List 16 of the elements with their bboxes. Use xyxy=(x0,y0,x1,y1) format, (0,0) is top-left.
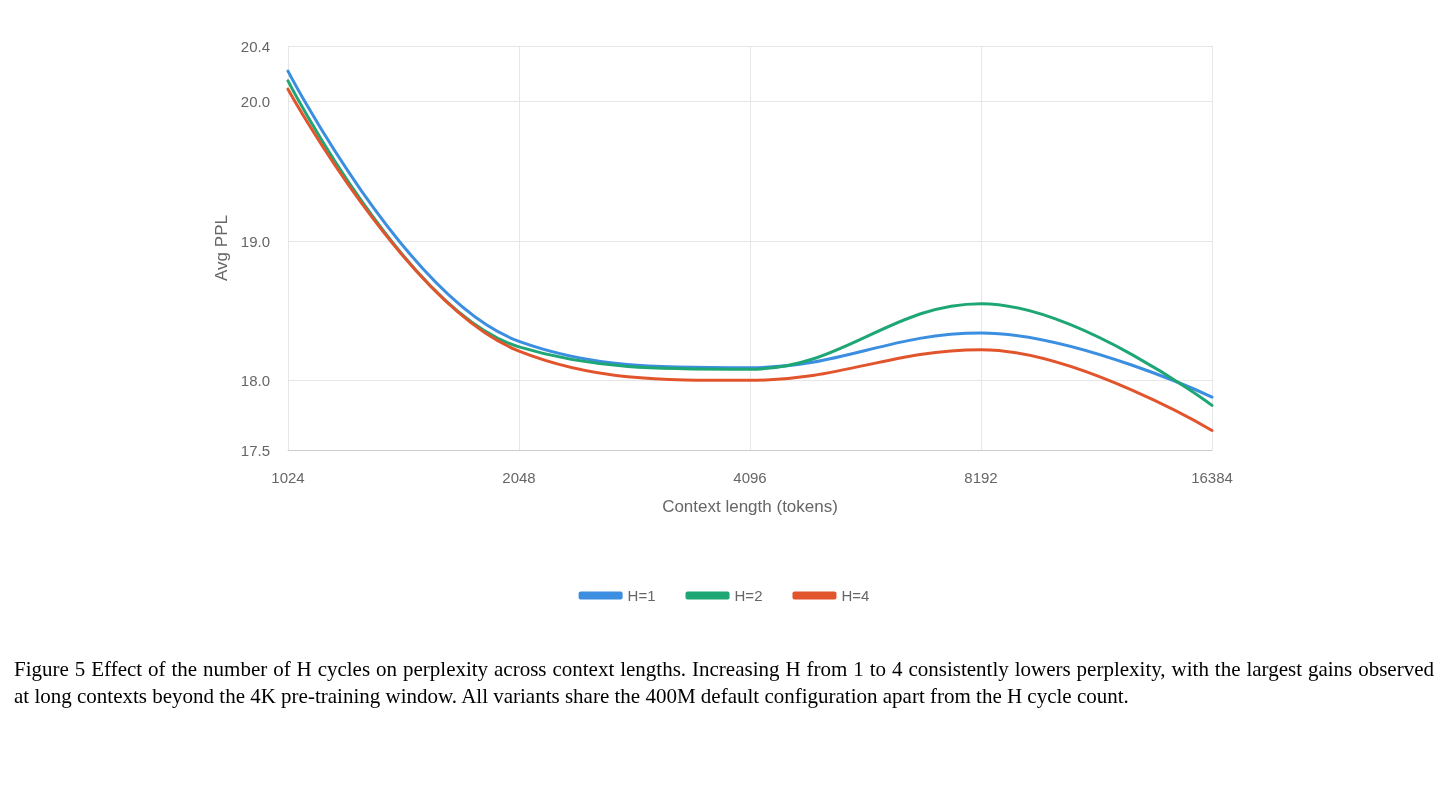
legend-label: H=4 xyxy=(841,587,870,604)
y-tick-label: 19.0 xyxy=(240,232,270,250)
x-tick-label: 1024 xyxy=(271,469,305,486)
x-axis-title: Context length (tokens) xyxy=(662,497,838,516)
x-tick-label: 2048 xyxy=(502,469,536,486)
legend-label: H=1 xyxy=(627,587,656,604)
y-tick-label: 20.0 xyxy=(240,93,270,111)
y-axis-title: Avg PPL xyxy=(211,215,231,281)
x-tick-label: 8192 xyxy=(964,469,998,486)
x-tick-label: 4096 xyxy=(733,469,767,486)
y-tick-label: 18.0 xyxy=(240,371,270,389)
y-tick-label: 20.4 xyxy=(240,37,270,55)
y-tick-label: 17.5 xyxy=(240,441,270,459)
caption: Figure 5 Effect of the number of H cycles on perplexity across context lengths. Increasing H from 1 to 4 consistently lowers perplexity, with the largest gains observed at long contexts beyond the 4K pre-training window. All variants share the 400M default configuration apart from the H cycle count. xyxy=(13,656,1435,711)
x-tick-label: 16384 xyxy=(1191,469,1233,486)
legend-label: H=2 xyxy=(734,587,763,604)
